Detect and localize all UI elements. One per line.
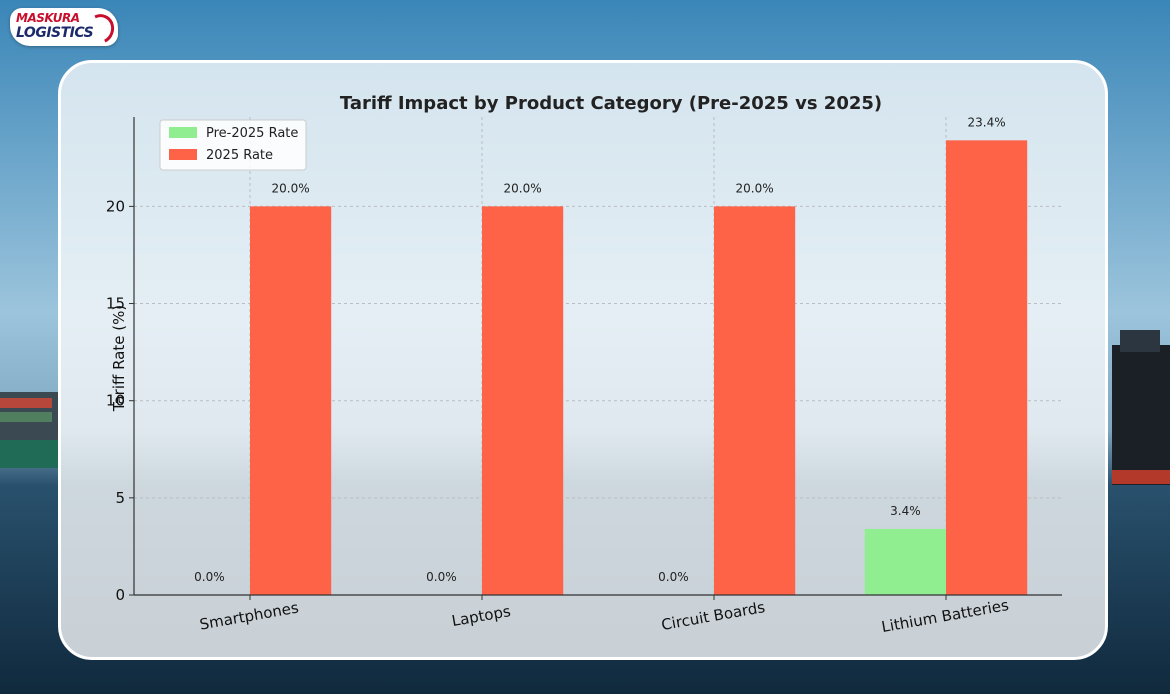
value-label: 0.0%: [194, 570, 225, 584]
logo-line-2: LOGISTICS: [16, 25, 94, 41]
value-labels: 0.0% 20.0% 0.0% 20.0% 0.0% 20.0% 3.4% 23.4%: [194, 115, 1006, 584]
chart-panel: 0.0% 20.0% 0.0% 20.0% 0.0% 20.0% 3.4% 23.4% 0 5 1…: [58, 60, 1108, 660]
bar-pre-2025-lithium-batteries: [864, 528, 946, 595]
x-category-label: Lithium Batteries: [880, 596, 1010, 636]
y-tick-label: 20: [106, 197, 125, 215]
logo-line-1: MASKURA: [16, 11, 80, 25]
bar-2025-circuit-boards: [714, 206, 796, 595]
bar-2025-laptops: [482, 206, 564, 595]
legend-swatch-pre-2025: [169, 127, 197, 138]
y-tick-label: 15: [106, 295, 125, 313]
legend-label-pre-2025: Pre-2025 Rate: [206, 126, 298, 141]
y-axis-label: Tariff Rate (%): [110, 305, 128, 412]
bars: [250, 140, 1028, 595]
y-tick-label: 10: [106, 392, 125, 410]
bar-chart: 0.0% 20.0% 0.0% 20.0% 0.0% 20.0% 3.4% 23.4% 0 5 1…: [106, 93, 1062, 636]
value-label: 20.0%: [504, 181, 542, 195]
y-tick-label: 0: [115, 586, 125, 604]
logo-swoosh-icon: [81, 10, 119, 48]
chart-title: Tariff Impact by Product Category (Pre-2…: [340, 93, 882, 114]
x-category-label: Smartphones: [198, 598, 300, 633]
value-label: 23.4%: [968, 115, 1006, 129]
legend-label-2025: 2025 Rate: [206, 148, 273, 163]
value-label: 20.0%: [272, 181, 310, 195]
legend-swatch-2025: [169, 149, 197, 160]
x-category-label: Circuit Boards: [660, 598, 767, 634]
company-logo: MASKURA LOGISTICS: [10, 8, 119, 48]
x-category-label: Laptops: [450, 602, 512, 630]
bar-2025-lithium-batteries: [946, 140, 1028, 595]
value-label: 3.4%: [890, 504, 921, 518]
legend: Pre-2025 Rate 2025 Rate: [159, 119, 307, 171]
y-tick-label: 5: [115, 489, 125, 507]
value-label: 0.0%: [426, 570, 457, 584]
bar-2025-smartphones: [250, 206, 332, 595]
value-label: 0.0%: [658, 570, 689, 584]
value-label: 20.0%: [736, 181, 774, 195]
